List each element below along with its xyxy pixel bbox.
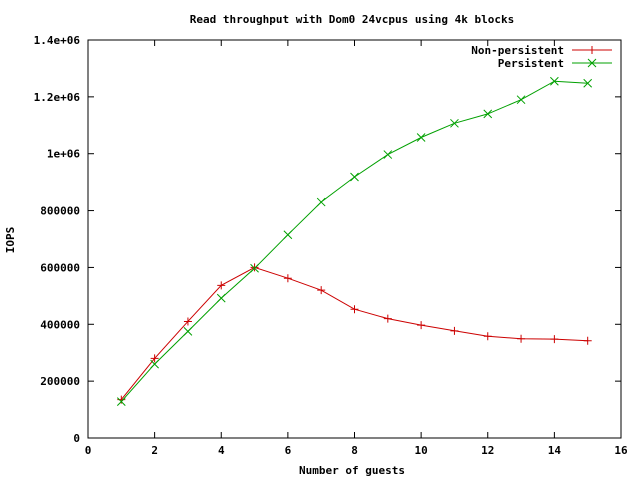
y-tick-label: 600000 (40, 261, 80, 274)
data-point-non-persistent (550, 335, 559, 344)
data-point-non-persistent (583, 336, 592, 345)
data-point-non-persistent (350, 305, 359, 314)
data-point-persistent (383, 150, 393, 159)
data-point-persistent (350, 172, 359, 182)
x-tick-label: 6 (285, 444, 292, 457)
x-tick-label: 10 (415, 444, 428, 457)
legend-marker-non-persistent (588, 46, 596, 54)
legend-label-persistent: Persistent (498, 57, 564, 70)
y-axis-title: IOPS (4, 227, 17, 254)
data-point-persistent (316, 197, 326, 207)
legend-label-non-persistent: Non-persistent (471, 44, 564, 57)
data-point-non-persistent (417, 321, 426, 330)
x-tick-label: 0 (85, 444, 92, 457)
data-point-persistent (183, 327, 193, 336)
data-point-persistent (483, 109, 493, 119)
y-tick-label: 800000 (40, 205, 80, 218)
chart-title: Read throughput with Dom0 24vcpus using … (190, 13, 515, 26)
x-tick-label: 8 (351, 444, 358, 457)
x-axis-title: Number of guests (299, 464, 405, 477)
series-non-persistent (117, 263, 592, 404)
data-point-persistent (116, 397, 126, 406)
series-layer (116, 76, 593, 406)
data-point-non-persistent (450, 326, 459, 335)
data-point-persistent (450, 118, 459, 128)
y-tick-label: 200000 (40, 375, 80, 388)
y-tick-label: 400000 (40, 318, 80, 331)
y-tick-label: 1e+06 (47, 148, 80, 161)
data-point-non-persistent (150, 354, 159, 363)
y-tick-label: 1.4e+06 (34, 34, 81, 47)
data-point-non-persistent (250, 263, 259, 272)
data-point-persistent (216, 293, 226, 303)
data-point-non-persistent (317, 286, 326, 295)
data-point-non-persistent (283, 274, 292, 283)
x-tick-label: 16 (614, 444, 628, 457)
y-tick-label: 0 (73, 432, 80, 445)
legend-entry-non-persistent: Non-persistent (471, 44, 612, 57)
data-point-persistent (416, 133, 426, 142)
legend-marker-persistent (587, 58, 597, 68)
data-point-non-persistent (517, 334, 526, 343)
legend-entry-persistent: Persistent (498, 57, 612, 70)
x-tick-label: 12 (481, 444, 494, 457)
data-point-persistent (283, 230, 293, 240)
series-line-persistent (120, 80, 588, 402)
data-point-persistent (583, 78, 593, 88)
data-point-persistent (550, 76, 559, 86)
data-point-persistent (250, 263, 259, 273)
data-point-non-persistent (483, 332, 492, 341)
series-persistent (116, 76, 593, 406)
x-tick-label: 14 (548, 444, 562, 457)
x-tick-label: 4 (218, 444, 225, 457)
data-point-non-persistent (217, 281, 226, 290)
axis-ticks: 0 2 4 6 8 10 12 14 16 0 200000 400000 600000 800000 1e… (34, 34, 628, 457)
series-line-non-persistent (120, 266, 588, 400)
x-tick-label: 2 (151, 444, 158, 457)
y-tick-label: 1.2e+06 (34, 91, 81, 104)
data-point-persistent (516, 95, 526, 105)
data-point-persistent (150, 359, 159, 369)
plot-frame (87, 39, 622, 439)
data-point-non-persistent (183, 317, 192, 326)
data-point-non-persistent (383, 314, 392, 323)
